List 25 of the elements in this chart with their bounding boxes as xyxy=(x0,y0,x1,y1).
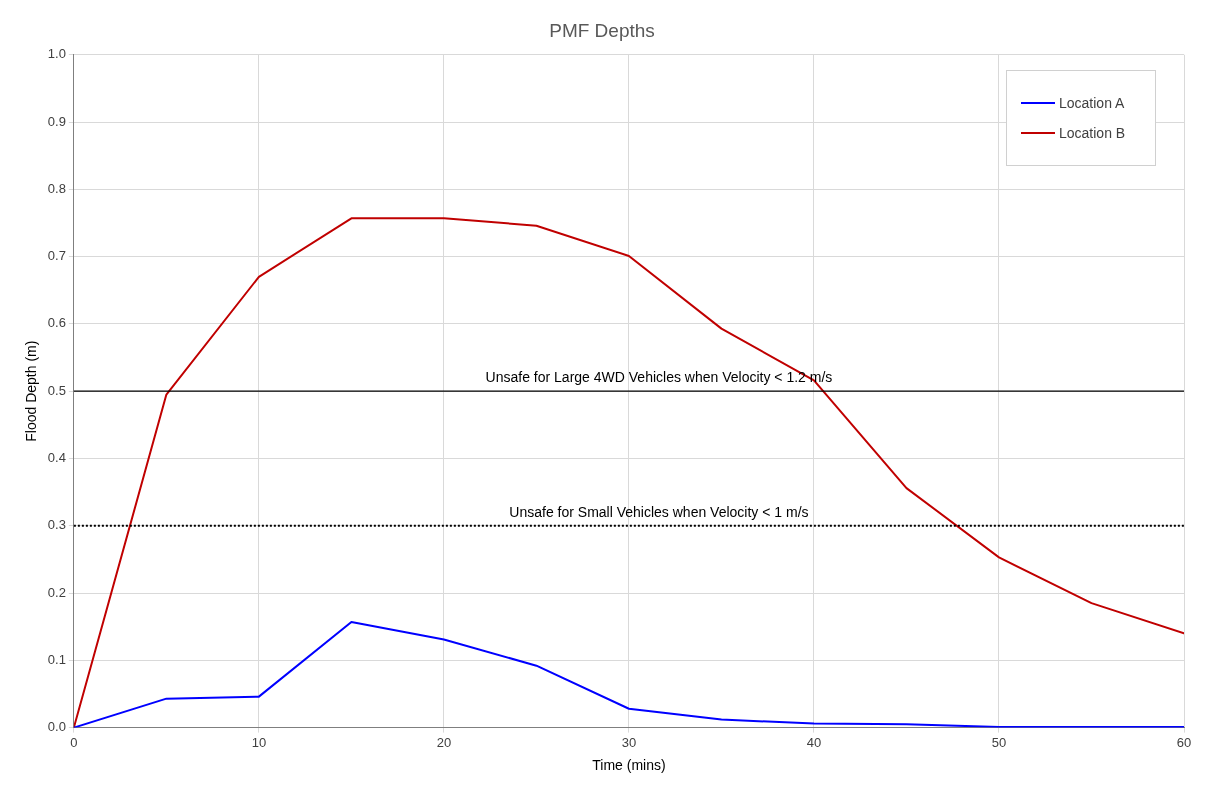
y-axis-title: Flood Depth (m) xyxy=(23,340,40,442)
y-tick-label: 0.3 xyxy=(47,517,66,533)
y-tick-label: 0.7 xyxy=(47,248,66,264)
y-tick-label: 1.0 xyxy=(47,46,66,62)
x-axis-title: Time (mins) xyxy=(592,757,666,774)
ref-line-label: Unsafe for Small Vehicles when Velocity < 1 m/s xyxy=(509,503,809,520)
y-tick-label: 0.5 xyxy=(47,382,66,398)
legend-label: Location B xyxy=(1059,124,1126,141)
y-tick-label: 0.8 xyxy=(47,180,66,196)
y-tick-label: 0.1 xyxy=(47,651,66,667)
chart-title: PMF Depths xyxy=(549,19,655,41)
x-tick-label: 60 xyxy=(1176,734,1192,750)
x-tick-label: 20 xyxy=(436,734,452,750)
x-tick-label: 10 xyxy=(251,734,267,750)
y-tick-label: 0.9 xyxy=(47,113,66,129)
y-tick-label: 0.0 xyxy=(47,719,66,735)
y-tick-label: 0.2 xyxy=(47,584,66,600)
ref-line-label: Unsafe for Large 4WD Vehicles when Velocity < 1.2 m/s xyxy=(485,369,833,386)
x-tick-label: 50 xyxy=(991,734,1007,750)
y-tick-label: 0.6 xyxy=(47,315,66,331)
x-tick-label: 30 xyxy=(621,734,637,750)
x-tick-label: 40 xyxy=(806,734,822,750)
y-tick-label: 0.4 xyxy=(47,450,66,466)
legend-label: Location A xyxy=(1059,94,1125,111)
x-tick-label: 0 xyxy=(70,734,78,750)
